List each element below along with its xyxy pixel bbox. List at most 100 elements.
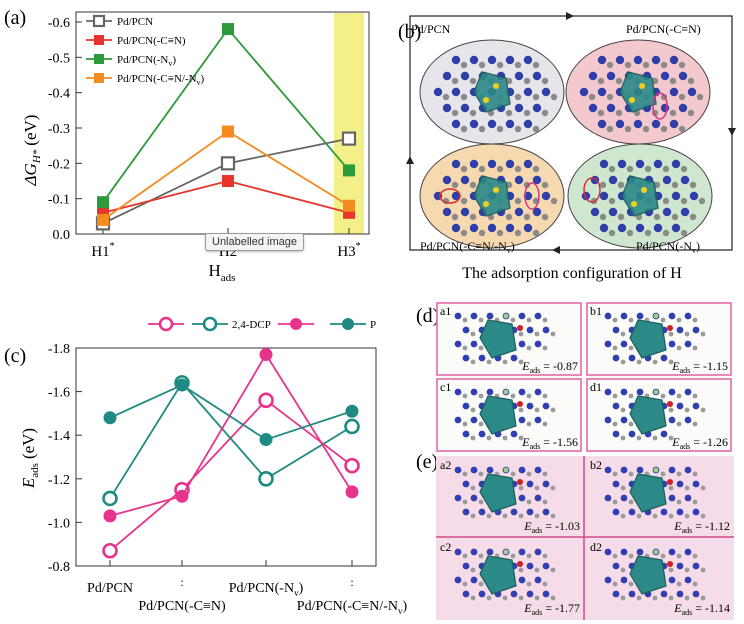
carbon-atom [684, 407, 690, 413]
nitrogen-atom [510, 508, 518, 516]
series-line-p [109, 384, 353, 441]
carbon-atom [698, 197, 706, 205]
data-point-p [103, 411, 117, 425]
nitrogen-atom [534, 416, 542, 424]
carbon-atom [644, 229, 652, 237]
carbon-atom [628, 553, 634, 559]
nitrogen-atom [523, 223, 533, 233]
pd-cluster [479, 319, 517, 359]
carbon-atom [700, 331, 706, 337]
carbon-atom [478, 581, 484, 587]
y-tick-label: -0.8 [48, 560, 70, 575]
nitrogen-atom [487, 223, 497, 233]
carbon-atom [478, 421, 484, 427]
carbon-atom [502, 513, 508, 519]
panel-a-ylabel: ΔGH*(eV) [21, 115, 43, 187]
nitrogen-atom [604, 340, 612, 348]
carbon-atom [692, 393, 698, 399]
nitrogen-atom [599, 159, 609, 169]
nitrogen-atom [684, 466, 692, 474]
data-point-series-2 [259, 348, 273, 362]
carbon-atom [642, 61, 650, 69]
x-tick-leader: : [350, 575, 353, 589]
nitrogen-atom [617, 223, 627, 233]
nitrogen-atom [660, 508, 668, 516]
carbon-atom [612, 345, 618, 351]
panel-c-chart: (c) -1.8-1.6-1.4-1.2-1.0-0.8 Pd/PCN:Pd/P… [4, 316, 408, 616]
carbon-atom [486, 513, 492, 519]
carbon-atom [624, 125, 632, 133]
panel-d-label: (d) [416, 305, 439, 327]
carbon-atom [523, 181, 531, 189]
nitrogen-atom [588, 103, 598, 113]
defect-marker [652, 92, 668, 120]
nitrogen-atom [470, 312, 478, 320]
carbon-atom [628, 393, 634, 399]
nitrogen-atom [542, 590, 550, 598]
nitrogen-atom [620, 494, 628, 502]
nitrogen-atom [470, 466, 478, 474]
nitrogen-atom [442, 207, 452, 217]
panel-c-series [102, 348, 360, 559]
nitrogen-atom [615, 55, 625, 65]
nitrogen-atom [442, 71, 452, 81]
panel-e-label: (e) [416, 451, 438, 473]
nitrogen-atom [628, 590, 636, 598]
carbon-atom [526, 421, 532, 427]
nitrogen-atom [636, 312, 644, 320]
carbon-atom [478, 61, 486, 69]
cell-id-label: c1 [440, 380, 451, 394]
nitrogen-atom [454, 466, 462, 474]
carbon-atom [470, 513, 476, 519]
carbon-atom [692, 421, 698, 427]
carbon-atom [608, 229, 616, 237]
nitrogen-atom [442, 175, 452, 185]
carbon-atom [542, 345, 548, 351]
nitrogen-atom [676, 562, 684, 570]
cell-id-label: a2 [440, 458, 451, 472]
carbon-atom [518, 567, 524, 573]
carbon-atom [692, 345, 698, 351]
nitrogen-atom [660, 590, 668, 598]
nitrogen-atom [454, 312, 462, 320]
carbon-atom [668, 485, 674, 491]
nitrogen-atom [469, 119, 479, 129]
carbon-atom [460, 197, 468, 205]
carbon-atom [615, 77, 623, 85]
nitrogen-atom [692, 590, 700, 598]
nitrogen-atom [612, 326, 620, 334]
carbon-atom [541, 181, 549, 189]
carbon-atom [462, 471, 468, 477]
nitrogen-atom [451, 191, 461, 201]
carbon-atom [442, 93, 450, 101]
nitrogen-atom [678, 103, 688, 113]
carbon-atom [469, 77, 477, 85]
carbon-atom [469, 213, 477, 221]
nitrogen-atom [687, 87, 697, 97]
y-tick-label: -1.8 [48, 342, 70, 357]
carbon-atom [652, 513, 658, 519]
carbon-atom [532, 61, 540, 69]
nitrogen-atom [612, 354, 620, 362]
nitrogen-atom [651, 119, 661, 129]
nitrogen-atom [486, 548, 494, 556]
legend-label: Pd/PCN(-C≡N) [117, 35, 186, 47]
nitrogen-atom [462, 326, 470, 334]
nitrogen-atom [599, 223, 609, 233]
nitrogen-atom [510, 590, 518, 598]
legend-label: Pd/PCN(-Nv) [117, 54, 176, 68]
panel-d-grid: a1 Eads = -0.87 b1 Eads = -1.15 c1 Eads = -1.… [436, 302, 732, 452]
carbon-atom [636, 513, 642, 519]
carbon-atom [620, 595, 626, 601]
nitrogen-atom [620, 312, 628, 320]
carbon-atom [668, 567, 674, 573]
carbon-atom [684, 331, 690, 337]
chlorine-atom [503, 389, 509, 395]
legend-label: P [370, 319, 376, 331]
carbon-atom [541, 109, 549, 117]
nitrogen-atom [451, 55, 461, 65]
nitrogen-atom [523, 191, 533, 201]
carbon-atom [496, 125, 504, 133]
carbon-atom [534, 513, 540, 519]
y-tick-label: -0.1 [48, 193, 70, 208]
